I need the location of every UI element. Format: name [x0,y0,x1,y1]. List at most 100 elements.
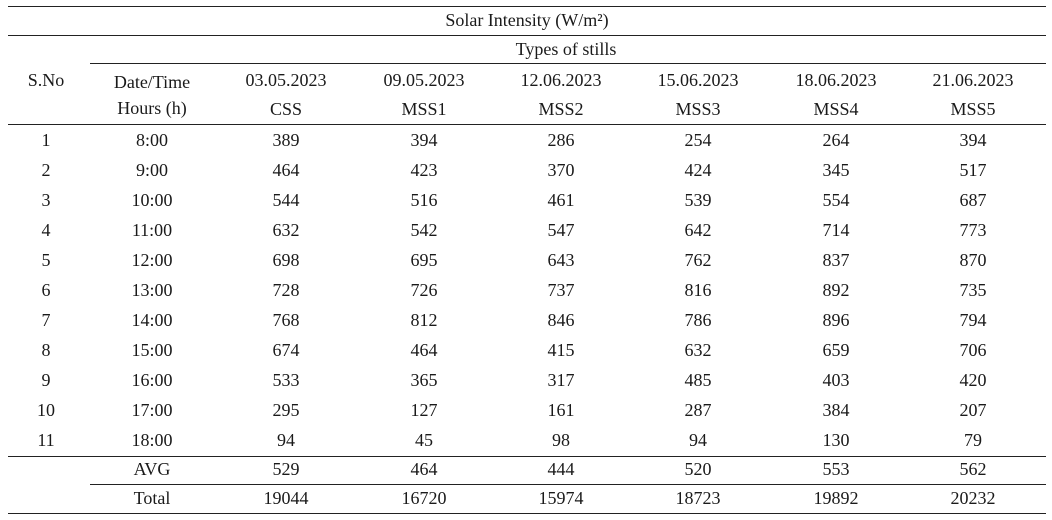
row-value: 632 [272,220,300,240]
row-sno: 8 [41,340,51,360]
row-value: 846 [547,310,575,330]
date-header: 09.05.2023 [383,70,465,90]
summary-value: 520 [684,459,712,479]
table-caption: Solar Intensity (W/m²) [445,10,609,30]
row-value: 370 [547,160,575,180]
row-value: 674 [272,340,300,360]
row-value: 423 [410,160,438,180]
row-value: 762 [684,250,712,270]
summary-value: 562 [959,459,987,479]
row-sno: 7 [41,310,51,330]
row-time: 17:00 [131,400,173,420]
row-value: 394 [410,130,438,150]
row-value: 389 [272,130,300,150]
summary-value: 19044 [263,488,309,508]
row-value: 892 [822,280,850,300]
row-time: 15:00 [131,340,173,360]
types-of-stills-header: Types of stills [515,39,617,59]
row-value: 464 [272,160,300,180]
row-value: 547 [547,220,575,240]
row-value: 424 [684,160,712,180]
row-value: 415 [547,340,575,360]
still-type-header: MSS5 [950,99,996,119]
row-value: 786 [684,310,712,330]
row-value: 394 [959,130,987,150]
row-value: 554 [822,190,850,210]
date-header: 12.06.2023 [520,70,602,90]
summary-value: 444 [547,459,575,479]
header-bottom-rule [8,124,1046,125]
row-time: 10:00 [131,190,173,210]
row-value: 728 [272,280,300,300]
row-value: 706 [959,340,987,360]
sno-header: S.No [27,70,65,90]
row-sno: 6 [41,280,51,300]
top-rule [8,6,1046,7]
datetime-header: Date/Time [113,72,191,92]
row-time: 9:00 [135,160,169,180]
summary-value: 18723 [675,488,721,508]
date-header: 03.05.2023 [245,70,327,90]
row-value: 287 [684,400,712,420]
row-value: 464 [410,340,438,360]
summary-label: AVG [133,459,171,479]
row-sno: 3 [41,190,51,210]
row-value: 45 [415,430,433,450]
still-type-header: MSS1 [401,99,447,119]
row-value: 643 [547,250,575,270]
row-sno: 1 [41,130,51,150]
row-time: 11:00 [131,220,173,240]
row-value: 896 [822,310,850,330]
row-value: 384 [822,400,850,420]
row-value: 461 [547,190,575,210]
hours-header: Hours (h) [117,98,187,118]
row-value: 698 [272,250,300,270]
row-value: 768 [272,310,300,330]
row-value: 737 [547,280,575,300]
summary-value: 20232 [950,488,996,508]
row-value: 365 [410,370,438,390]
row-value: 659 [822,340,850,360]
row-value: 485 [684,370,712,390]
row-sno: 5 [41,250,51,270]
row-sno: 10 [37,400,55,420]
row-value: 642 [684,220,712,240]
row-value: 726 [410,280,438,300]
row-value: 687 [959,190,987,210]
row-value: 542 [410,220,438,240]
row-sno: 9 [41,370,51,390]
row-value: 773 [959,220,987,240]
row-time: 18:00 [131,430,173,450]
row-value: 130 [822,430,850,450]
row-value: 812 [410,310,438,330]
avg-rule [90,484,1046,485]
date-header: 15.06.2023 [657,70,739,90]
summary-value: 19892 [813,488,859,508]
row-value: 254 [684,130,712,150]
row-value: 794 [959,310,987,330]
row-value: 735 [959,280,987,300]
still-type-header: MSS2 [538,99,584,119]
group-header-rule [90,63,1046,64]
row-sno: 11 [37,430,55,450]
summary-value: 15974 [538,488,584,508]
date-header: 21.06.2023 [932,70,1014,90]
row-value: 516 [410,190,438,210]
row-sno: 2 [41,160,51,180]
row-value: 816 [684,280,712,300]
row-value: 127 [410,400,438,420]
row-value: 695 [410,250,438,270]
still-type-header: CSS [269,99,303,119]
row-value: 295 [272,400,300,420]
summary-value: 529 [272,459,300,479]
row-value: 207 [959,400,987,420]
row-time: 8:00 [135,130,169,150]
row-value: 544 [272,190,300,210]
summary-value: 464 [410,459,438,479]
summary-label: Total [133,488,171,508]
row-value: 94 [689,430,707,450]
row-value: 161 [547,400,575,420]
row-value: 539 [684,190,712,210]
row-value: 420 [959,370,987,390]
row-value: 286 [547,130,575,150]
